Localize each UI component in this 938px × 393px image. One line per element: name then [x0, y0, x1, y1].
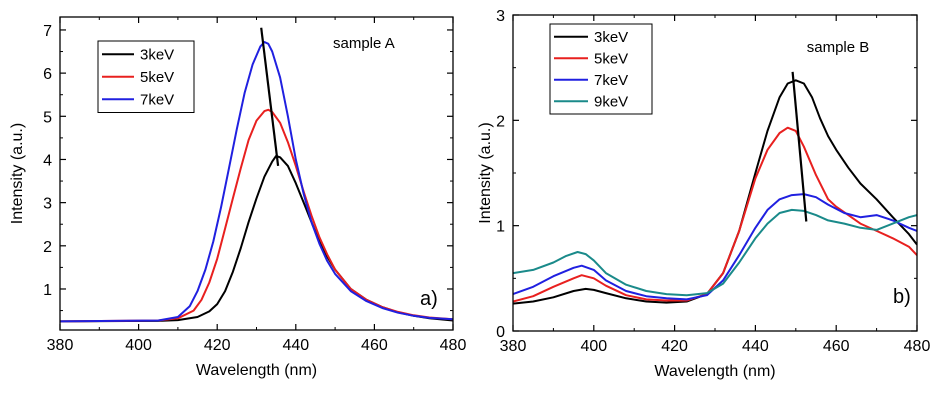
legend: 3keV 5keV 7keV 9keV: [549, 23, 653, 115]
y-tick-label: 3: [496, 8, 505, 25]
series-line-3keV: [513, 79, 917, 305]
plot-area: [60, 27, 453, 323]
legend-label-7keV: 7keV: [140, 91, 174, 108]
panel-a: 380 400 420 440 460 480 1 2 3 4 5 6 7 Wavelength (nm)…: [9, 16, 467, 379]
x-tick-label: 480: [440, 337, 467, 354]
y-tick-label: 7: [43, 23, 52, 40]
y-tick-label: 3: [43, 196, 52, 213]
y-tick-label: 6: [43, 66, 52, 83]
x-tick-label: 460: [361, 337, 388, 354]
legend-label-9keV: 9keV: [594, 93, 628, 110]
x-tick-label: 420: [204, 337, 231, 354]
series-line-5keV: [513, 126, 917, 303]
legend-label-5keV: 5keV: [594, 50, 628, 67]
x-tick-label: 440: [282, 337, 309, 354]
x-tick-label: 380: [47, 337, 74, 354]
trend-arrow-line: [260, 27, 280, 167]
series-line-7keV: [513, 193, 917, 301]
series-line-9keV: [513, 208, 917, 297]
x-tick-label: 460: [823, 338, 850, 355]
y-tick-label: 4: [43, 152, 52, 169]
x-tick-label: 380: [500, 338, 527, 355]
y-tick-label: 0: [496, 324, 505, 341]
panel-label: b): [893, 286, 911, 308]
x-tick-label: 480: [904, 338, 931, 355]
legend-label-3keV: 3keV: [594, 29, 628, 46]
trend-arrow-line: [791, 71, 808, 222]
series-line-3keV: [60, 155, 453, 323]
y-tick-label: 1: [43, 282, 52, 299]
sample-annotation: sample A: [333, 35, 395, 52]
x-tick-label: 420: [661, 338, 688, 355]
y-tick-label: 2: [496, 113, 505, 130]
panel-b: 380 400 420 440 460 480 0 1 2 3 Wavelength (nm) Int…: [477, 8, 930, 380]
x-tick-label: 400: [125, 337, 152, 354]
y-tick-label: 2: [43, 239, 52, 256]
panel-label: a): [420, 288, 438, 310]
legend-label-5keV: 5keV: [140, 69, 174, 86]
sample-annotation: sample B: [807, 39, 870, 56]
legend-label-7keV: 7keV: [594, 72, 628, 89]
x-axis-label: Wavelength (nm): [196, 362, 317, 379]
y-axis-label: Intensity (a.u.): [9, 123, 26, 224]
x-tick-label: 400: [580, 338, 607, 355]
series-line-5keV: [60, 108, 453, 323]
legend-box: [549, 23, 653, 115]
x-tick-label: 440: [742, 338, 769, 355]
plot-area: [513, 71, 917, 305]
y-axis-label: Intensity (a.u.): [477, 122, 494, 223]
legend-label-3keV: 3keV: [140, 46, 174, 63]
legend: 3keV 5keV 7keV: [97, 40, 195, 113]
series-line-7keV: [60, 41, 453, 323]
y-tick-label: 5: [43, 109, 52, 126]
y-tick-label: 1: [496, 219, 505, 236]
x-axis-label: Wavelength (nm): [654, 363, 775, 380]
